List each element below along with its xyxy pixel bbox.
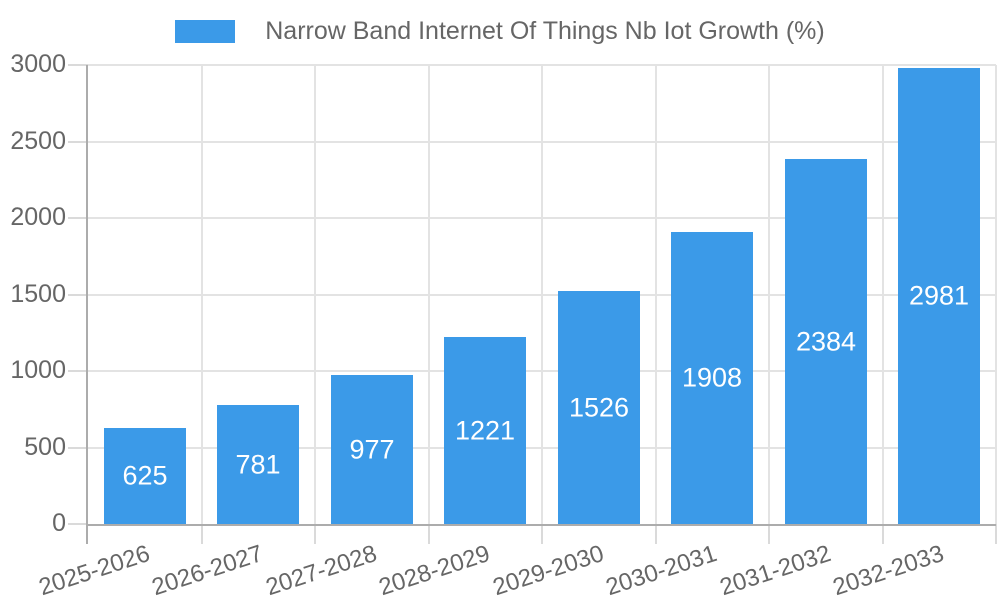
bar-value-label: 1221 xyxy=(454,415,516,445)
gridline xyxy=(655,65,657,524)
legend-swatch-icon xyxy=(175,20,236,43)
y-axis-tick-label: 0 xyxy=(52,508,66,537)
y-axis-tick-label: 3000 xyxy=(10,49,66,78)
bar-value-label: 781 xyxy=(235,449,281,479)
y-axis-tick-label: 2500 xyxy=(10,126,66,155)
x-axis-tick xyxy=(995,524,997,544)
x-axis-tick xyxy=(428,524,430,544)
bar[interactable] xyxy=(217,405,299,524)
x-axis-tick xyxy=(882,524,884,544)
x-axis-tick-label: 2028-2029 xyxy=(375,540,494,600)
x-axis-tick xyxy=(201,524,203,544)
gridline xyxy=(314,65,316,524)
x-axis-tick xyxy=(541,524,543,544)
x-axis-tick xyxy=(655,524,657,544)
y-axis-tick xyxy=(68,217,88,219)
bar[interactable] xyxy=(558,291,640,524)
bar-value-label: 977 xyxy=(349,434,395,464)
bar[interactable] xyxy=(671,232,753,524)
y-axis-line xyxy=(86,65,88,544)
y-axis-tick xyxy=(68,370,88,372)
bar-value-label: 1526 xyxy=(568,392,630,422)
bar[interactable] xyxy=(331,375,413,524)
y-axis-tick-label: 500 xyxy=(24,432,66,461)
bar-value-label: 2384 xyxy=(795,326,857,356)
bar[interactable] xyxy=(104,428,186,524)
bar[interactable] xyxy=(785,159,867,524)
legend-item[interactable]: Narrow Band Internet Of Things Nb Iot Gr… xyxy=(175,17,825,46)
y-axis-tick xyxy=(68,64,88,66)
gridline xyxy=(995,65,997,524)
bar[interactable] xyxy=(898,68,980,524)
legend-label: Narrow Band Internet Of Things Nb Iot Gr… xyxy=(265,17,825,45)
x-axis-tick-label: 2030-2031 xyxy=(602,540,721,600)
x-axis-tick xyxy=(314,524,316,544)
x-axis-tick xyxy=(768,524,770,544)
bar-value-label: 2981 xyxy=(908,280,970,311)
bar[interactable] xyxy=(444,337,526,524)
x-axis-tick-label: 2027-2028 xyxy=(262,540,381,600)
x-axis-tick-label: 2029-2030 xyxy=(489,540,608,600)
y-axis-tick xyxy=(68,141,88,143)
y-axis-tick xyxy=(68,294,88,296)
y-axis-tick-label: 1000 xyxy=(10,355,66,384)
gridline xyxy=(428,65,430,524)
gridline xyxy=(541,65,543,524)
x-axis-tick-label: 2032-2033 xyxy=(829,540,948,600)
x-axis-tick-label: 2025-2026 xyxy=(35,540,154,600)
y-axis-tick xyxy=(68,447,88,449)
x-axis-tick-label: 2031-2032 xyxy=(716,540,835,600)
legend: Narrow Band Internet Of Things Nb Iot Gr… xyxy=(0,17,1000,46)
x-axis-tick-label: 2026-2027 xyxy=(148,540,267,600)
bar-value-label: 1908 xyxy=(681,362,743,393)
bar-value-label: 625 xyxy=(122,460,168,491)
y-axis-tick-label: 2000 xyxy=(10,202,66,231)
y-axis-tick xyxy=(68,523,88,525)
gridline xyxy=(882,65,884,524)
y-axis-tick-label: 1500 xyxy=(10,279,66,308)
gridline xyxy=(201,65,203,524)
x-axis-line xyxy=(86,524,996,526)
gridline xyxy=(768,65,770,524)
